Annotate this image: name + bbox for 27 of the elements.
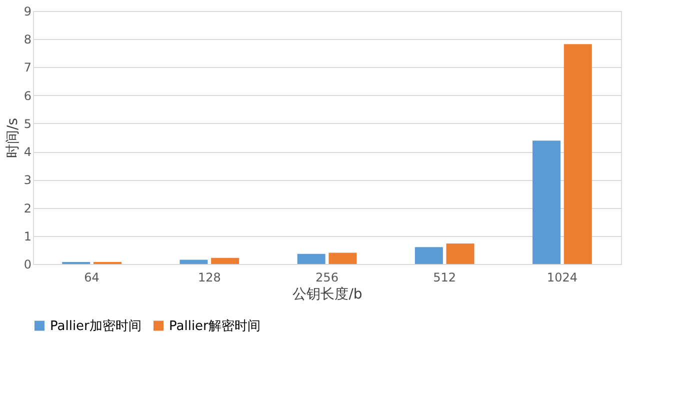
y-tick-label: 5 [24, 116, 32, 131]
bar [211, 258, 240, 264]
y-tick-label: 1 [24, 229, 32, 244]
x-tick-label: 256 [316, 270, 338, 284]
legend-label: Pallier加密时间 [50, 318, 142, 334]
bar [297, 254, 326, 264]
bar [532, 140, 561, 264]
x-tick-label: 512 [433, 270, 456, 284]
bar [328, 252, 357, 264]
y-tick-label: 3 [24, 173, 32, 188]
x-tick-label: 1024 [546, 270, 578, 284]
x-axis-title: 公钥长度/b [292, 286, 362, 302]
x-tick-label: 64 [84, 270, 100, 284]
y-axis-title: 时间/s [4, 118, 21, 158]
y-tick-label: 6 [24, 88, 32, 103]
y-tick-label: 2 [24, 201, 32, 216]
bar [414, 247, 443, 264]
y-tick-label: 7 [24, 60, 32, 75]
x-tick-label: 128 [198, 270, 221, 284]
y-tick-label: 9 [24, 4, 32, 18]
y-tick-label: 8 [24, 32, 32, 47]
bar [180, 260, 208, 264]
y-tick-label: 0 [24, 258, 32, 272]
bar [564, 44, 592, 264]
y-tick-label: 4 [24, 145, 32, 160]
bar [446, 243, 474, 264]
legend-label: Pallier解密时间 [169, 318, 260, 334]
